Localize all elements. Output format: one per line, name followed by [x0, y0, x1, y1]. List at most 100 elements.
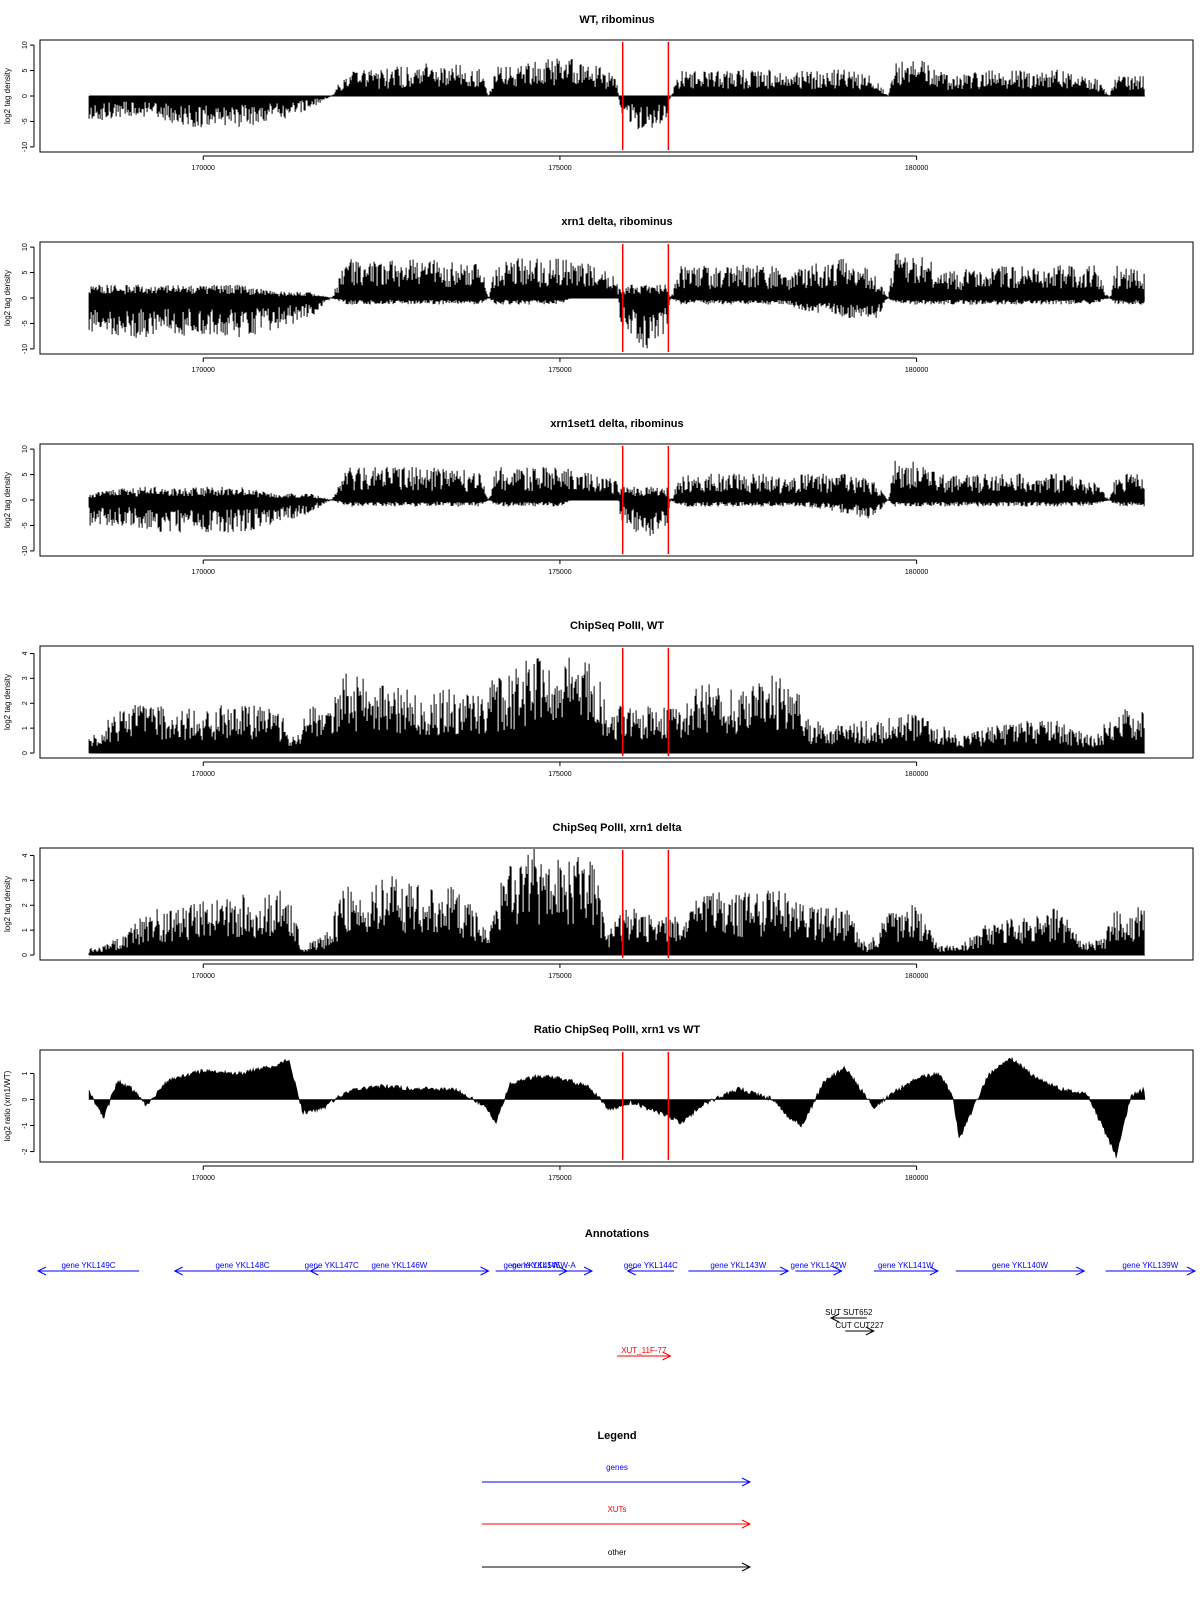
feature-label: gene YKL144C	[624, 1261, 678, 1270]
feature-label: gene YKL145W	[503, 1261, 559, 1270]
y-tick-label: 0	[22, 953, 29, 957]
density-bars	[88, 58, 1145, 130]
track-panel: xrn1 delta, ribominus log2 tag density -10…	[3, 216, 1194, 374]
annotation-feature: gene YKL148C	[173, 1261, 311, 1276]
signal-bars	[88, 849, 1145, 955]
legend-item: XUTs	[482, 1505, 752, 1529]
signal-bars	[88, 1056, 1146, 1158]
feature-label: gene YKL141W	[878, 1261, 934, 1270]
y-tick-label: -5	[22, 118, 29, 124]
annotation-feature: gene YKL149C	[36, 1261, 140, 1276]
feature-label: gene YKL143W	[710, 1261, 766, 1270]
annotation-feature: CUT CUT227	[835, 1321, 884, 1336]
x-tick-label: 180000	[905, 569, 928, 576]
x-tick-label: 175000	[548, 569, 571, 576]
x-tick-label: 170000	[192, 165, 215, 172]
x-tick-label: 170000	[192, 367, 215, 374]
density-bars	[88, 849, 1145, 955]
y-axis-label: log2 tag density	[3, 270, 12, 326]
arrowhead-right	[583, 1266, 594, 1276]
x-tick-label: 180000	[905, 367, 928, 374]
x-tick-label: 175000	[548, 165, 571, 172]
annotation-feature: gene YKL141W	[873, 1261, 940, 1276]
y-tick-label: 5	[22, 68, 29, 72]
x-tick-label: 175000	[548, 367, 571, 374]
y-axis-label: log2 ratio (xrn1/WT)	[3, 1070, 12, 1141]
y-tick-label: -10	[22, 546, 29, 556]
feature-label: CUT CUT227	[835, 1321, 884, 1330]
x-tick-label: 170000	[192, 1175, 215, 1182]
legend-arrowhead	[741, 1562, 752, 1572]
y-tick-label: -5	[22, 320, 29, 326]
panel-title: ChipSeq PolII, WT	[570, 620, 664, 632]
y-axis-label: log2 tag density	[3, 674, 12, 730]
arrowhead-right	[480, 1266, 490, 1276]
x-tick-label: 180000	[905, 771, 928, 778]
y-tick-label: -10	[22, 344, 29, 354]
feature-label: gene YKL145W-A	[512, 1261, 576, 1270]
legend-item: other	[482, 1548, 752, 1572]
x-tick-label: 180000	[905, 165, 928, 172]
legend-items: genes XUTs other	[482, 1463, 752, 1572]
x-tick-label: 170000	[192, 569, 215, 576]
y-tick-label: 0	[22, 296, 29, 300]
legend-item-label: genes	[606, 1463, 628, 1472]
y-axis-label: log2 tag density	[3, 472, 12, 528]
signal-bars	[88, 460, 1145, 536]
arrowhead-right	[558, 1266, 569, 1276]
panel-title: WT, ribominus	[579, 14, 654, 26]
y-tick-label: 2	[22, 701, 29, 705]
y-tick-label: 0	[22, 1097, 29, 1101]
arrowhead-right	[833, 1266, 843, 1276]
annotations-track: Annotations gene YKL149C gene YKL148C gene…	[36, 1228, 1197, 1361]
y-tick-label: -2	[22, 1148, 29, 1154]
plot-frame	[39, 443, 1194, 557]
annotation-feature: gene YKL142W	[791, 1261, 847, 1276]
plot-frame	[39, 847, 1194, 961]
y-tick-label: 1	[22, 1071, 29, 1075]
y-tick-label: 4	[22, 651, 29, 655]
track-panel: ChipSeq PolII, WT log2 tag density 0 1 2 3 4 17…	[3, 620, 1194, 778]
panel-title: ChipSeq PolII, xrn1 delta	[553, 822, 683, 834]
x-tick-label: 180000	[905, 973, 928, 980]
y-tick-label: 3	[22, 878, 29, 882]
panel-title: xrn1 delta, ribominus	[561, 216, 672, 228]
legend-item-label: other	[608, 1548, 627, 1557]
y-tick-label: 0	[22, 498, 29, 502]
y-tick-label: -1	[22, 1122, 29, 1128]
annotation-features: gene YKL149C gene YKL148C gene YKL147C gene…	[36, 1261, 1197, 1361]
legend-arrowhead	[741, 1519, 752, 1529]
arrowhead-right	[779, 1266, 790, 1276]
track-panel: ChipSeq PolII, xrn1 delta log2 tag densit…	[3, 822, 1194, 980]
track-panel: WT, ribominus log2 tag density -10 -5 0 5 10 17…	[3, 14, 1194, 172]
arrowhead-left	[36, 1266, 47, 1276]
y-tick-label: 1	[22, 928, 29, 932]
x-tick-label: 170000	[192, 771, 215, 778]
annotation-feature: gene YKL144C	[624, 1261, 678, 1276]
y-tick-label: 3	[22, 676, 29, 680]
y-tick-label: 10	[22, 41, 29, 49]
density-bars	[88, 657, 1145, 753]
y-tick-label: 10	[22, 243, 29, 251]
y-tick-label: -5	[22, 522, 29, 528]
feature-label: SUT SUT652	[825, 1308, 873, 1317]
annotation-feature: XUT_11F-77	[617, 1346, 672, 1361]
y-tick-label: 0	[22, 751, 29, 755]
y-tick-label: 0	[22, 94, 29, 98]
annotation-feature: gene YKL143W	[688, 1261, 790, 1276]
plot-frame	[39, 241, 1194, 355]
density-bars	[88, 284, 1145, 318]
legend-arrowhead	[741, 1477, 752, 1487]
legend-item: genes	[482, 1463, 752, 1487]
x-tick-label: 180000	[905, 1175, 928, 1182]
annotation-feature: gene YKL147C	[305, 1261, 359, 1276]
annotation-feature: SUT SUT652	[825, 1308, 873, 1323]
annotation-feature: gene YKL139W	[1105, 1261, 1197, 1276]
y-tick-label: 1	[22, 726, 29, 730]
annotation-feature: gene YKL145W	[495, 1261, 569, 1276]
x-tick-label: 175000	[548, 1175, 571, 1182]
feature-label: XUT_11F-77	[621, 1346, 667, 1355]
plot-frame	[39, 39, 1194, 153]
